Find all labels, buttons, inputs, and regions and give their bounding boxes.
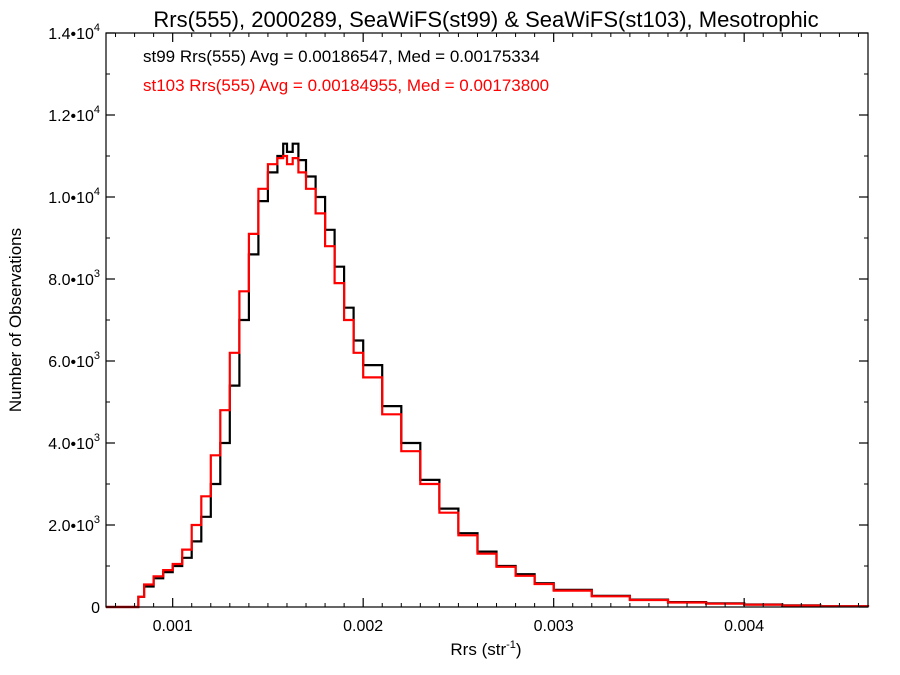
x-tick-label: 0.002 xyxy=(343,618,383,635)
y-tick-exponent: 3 xyxy=(94,514,100,526)
x-tick-label: 0.001 xyxy=(153,618,193,635)
y-tick-exponent: 3 xyxy=(94,432,100,444)
y-tick-mantissa: 8.0•10 xyxy=(48,272,94,289)
plot-lines xyxy=(106,142,870,609)
y-axis: 02.0•1034.0•1036.0•1038.0•1031.0•1041.2•… xyxy=(48,22,868,617)
y-tick-mantissa: 1.2•10 xyxy=(48,108,94,125)
x-axis-label-main: Rrs (str xyxy=(450,640,506,659)
y-axis-label: Number of Observations xyxy=(6,228,25,412)
plot-frame xyxy=(105,32,869,608)
y-tick-label: 1.4•104 xyxy=(48,22,100,43)
y-tick-mantissa: 4.0•10 xyxy=(48,436,94,453)
y-tick-label: 1.0•104 xyxy=(48,186,100,207)
y-tick-exponent: 4 xyxy=(94,22,100,34)
y-tick-label: 2.0•103 xyxy=(48,514,100,535)
y-tick-label: 0 xyxy=(91,600,100,617)
y-tick-exponent: 3 xyxy=(94,268,100,280)
y-tick-exponent: 4 xyxy=(94,104,100,116)
y-tick-mantissa: 2.0•10 xyxy=(48,518,94,535)
y-tick-label: 4.0•103 xyxy=(48,432,100,453)
y-tick-mantissa: 0 xyxy=(91,600,100,617)
y-tick-label: 6.0•103 xyxy=(48,350,100,371)
y-tick-mantissa: 6.0•10 xyxy=(48,354,94,371)
chart-title: Rrs(555), 2000289, SeaWiFS(st99) & SeaWi… xyxy=(153,7,818,32)
legend-entry-1: st103 Rrs(555) Avg = 0.00184955, Med = 0… xyxy=(143,76,549,95)
series-line-1 xyxy=(106,154,870,609)
x-axis-label: Rrs (str-1) xyxy=(450,639,521,659)
series-line-0 xyxy=(106,142,870,609)
x-axis-label-end: ) xyxy=(516,640,522,659)
y-tick-mantissa: 1.0•10 xyxy=(48,190,94,207)
y-tick-exponent: 3 xyxy=(94,350,100,362)
legend: st99 Rrs(555) Avg = 0.00186547, Med = 0.… xyxy=(143,47,549,95)
y-tick-label: 1.2•104 xyxy=(48,104,100,125)
y-tick-mantissa: 1.4•10 xyxy=(48,26,94,43)
legend-entry-0: st99 Rrs(555) Avg = 0.00186547, Med = 0.… xyxy=(143,47,540,66)
y-tick-label: 8.0•103 xyxy=(48,268,100,289)
x-tick-label: 0.004 xyxy=(724,618,764,635)
y-tick-exponent: 4 xyxy=(94,186,100,198)
x-tick-label: 0.003 xyxy=(534,618,574,635)
x-axis: 0.001 0.002 0.003 0.004 xyxy=(115,33,859,635)
x-axis-label-superscript: -1 xyxy=(506,639,516,651)
